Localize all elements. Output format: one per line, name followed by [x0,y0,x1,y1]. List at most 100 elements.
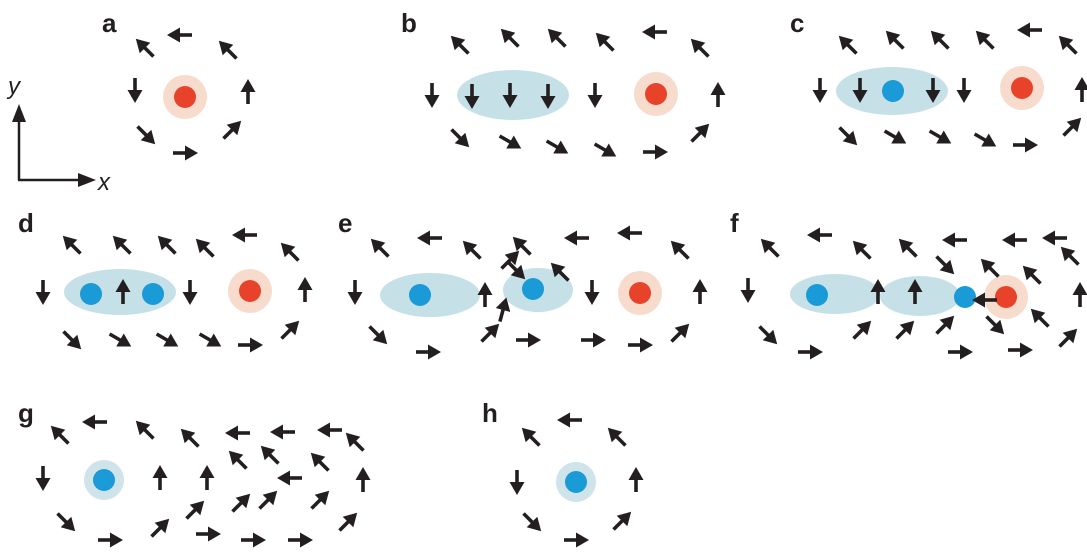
spin-arrow [1017,23,1042,38]
spin-arrow [741,278,756,303]
spin-arrow [591,28,619,56]
spin-arrow [813,78,828,103]
spin-arrow [608,507,636,535]
spin-arrow [364,321,392,349]
spin-arrow [276,238,304,266]
y-axis-label: y [6,73,22,100]
spin-arrow [348,280,363,305]
spin-arrow [153,465,168,490]
spin-arrow [277,471,302,486]
spin-arrow [153,328,182,353]
blue-core-dot [142,283,164,305]
panel-label-c: c [790,8,804,38]
spin-arrow [642,25,667,40]
panel-g [36,415,371,548]
panel-b [425,24,726,163]
spin-arrow [191,234,219,262]
spin-arrow [603,423,631,451]
spin-arrow [564,533,589,548]
blue-core-dot [565,471,587,493]
spin-arrow [543,135,572,160]
y-axis-arrowhead [12,104,26,122]
spin-arrow [931,251,959,279]
spin-arrow [458,236,486,264]
red-core-dot [629,282,651,304]
panel-c [813,23,1087,153]
spin-arrow [196,527,221,542]
panel-e [348,226,708,360]
spin-arrow [254,486,282,514]
spin-arrow [666,236,694,264]
panel-label-h: h [482,398,498,428]
panel-label-a: a [102,8,117,38]
blue-core-dot [522,278,544,300]
panel-label-g: g [18,398,34,428]
spin-arrow [557,413,582,428]
spin-arrow [232,228,257,243]
spin-arrow [425,83,440,108]
spin-arrow [931,311,959,339]
spin-arrow [128,78,143,103]
spin-arrow [1008,343,1033,358]
panel-label-b: b [401,8,417,38]
blue-core-dot [93,469,115,491]
spin-arrow [1056,242,1084,270]
spin-arrow [58,231,86,259]
spin-arrow [58,326,86,354]
spin-arrow [227,489,255,517]
panel-label-e: e [338,208,352,238]
panel-d [36,228,313,355]
spin-arrow [756,234,784,262]
spin-arrow [510,470,525,495]
spin-arrow [517,423,545,451]
spin-arrow [98,533,123,548]
spin-arrow [366,234,394,262]
spin-arrow [585,280,600,305]
blue-core-dot [80,283,102,305]
panel-h [510,413,644,548]
spin-arrow [1073,282,1087,307]
spin-arrow [564,231,589,246]
spin-arrow [306,448,334,476]
spin-arrow [798,345,823,360]
domain-ellipse [880,276,960,316]
panel-label-f: f [730,208,739,238]
spin-arrow [82,415,107,430]
spin-arrow [306,486,334,514]
spin-arrow [971,26,999,54]
spin-arrow [446,31,474,59]
spin-arrow [131,34,159,62]
spin-arrow [1054,31,1082,59]
blue-core-dot [882,80,904,102]
spin-arrow [942,233,967,248]
spin-arrow [543,24,571,52]
spin-arrow [881,26,909,54]
spin-arrow [356,467,371,492]
spin-arrow [971,128,1000,153]
spin-arrow [591,138,620,163]
spin-arrow [417,231,442,246]
spin-arrow [894,234,922,262]
spin-arrow [256,441,284,469]
spin-arrow [196,328,225,353]
spin-arrow [108,231,136,259]
spin-arrow [666,319,694,347]
spin-arrow [834,31,862,59]
spin-arrow [711,82,726,107]
spin-arrow [36,466,51,491]
spin-arrow [225,426,250,441]
spin-arrow [518,508,546,536]
spin-arrow [241,533,266,548]
spin-arrow [1075,77,1087,102]
spin-arrow [176,424,204,452]
spin-arrow [334,508,362,536]
blue-core-dot [954,286,976,308]
spin-arrow [588,83,603,108]
spin-arrow [957,78,972,103]
spin-arrow [298,277,313,302]
panel-f [741,228,1087,360]
spin-arrow [834,122,862,150]
spin-arrow [629,467,644,492]
